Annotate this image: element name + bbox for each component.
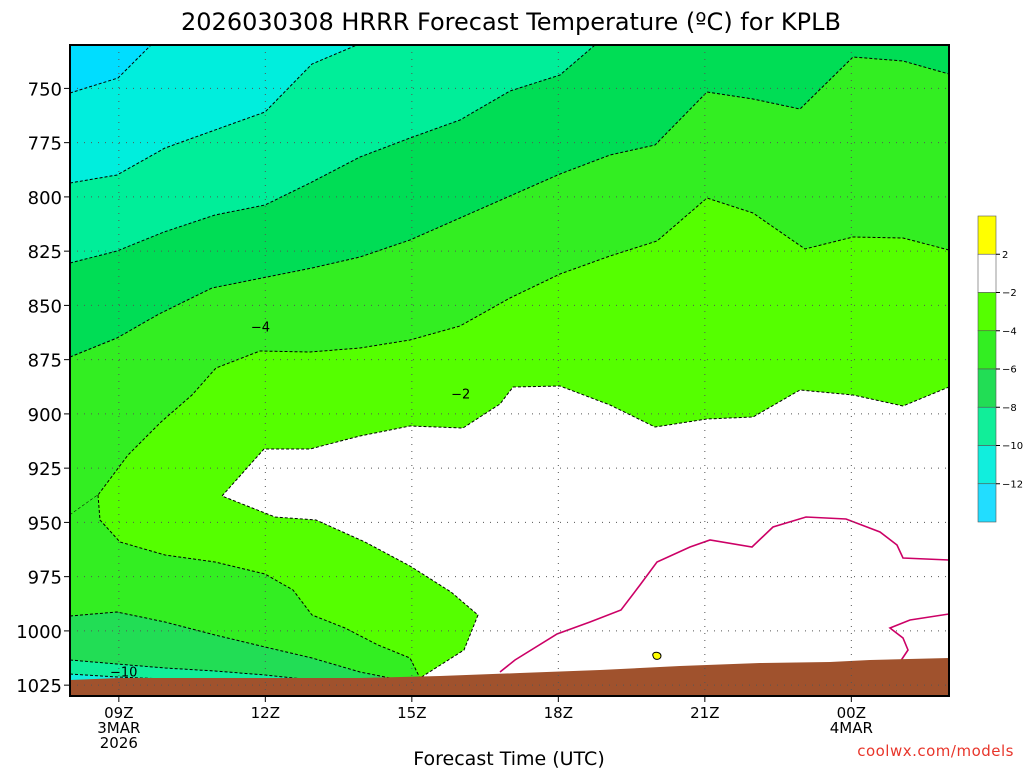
contour-labels: −4 −2 −10 [110, 320, 470, 680]
contour-minus4-lower [97, 494, 421, 679]
x-tick-label: 21Z [690, 704, 719, 722]
plot-frame [69, 44, 950, 697]
contour-minus2 [221, 385, 949, 696]
credit-text: coolwx.com/models [857, 742, 1014, 760]
x-tick-label: 2026 [100, 734, 138, 752]
freezing-line-2 [888, 613, 949, 666]
colorbar: 2 −2 −4 −6 −8 −10 −12 [977, 215, 1023, 523]
y-tick-label: 775 [28, 134, 62, 155]
colorbar-label: −8 [1002, 403, 1017, 414]
contour-label: −10 [110, 665, 137, 680]
y-tick-label: 825 [28, 242, 62, 263]
x-tick-label: 00Z [837, 704, 866, 722]
colorbar-swatch [977, 445, 997, 485]
colorbar-label: −4 [1002, 326, 1017, 337]
contour-minus8 [70, 45, 596, 264]
x-axis-label: Forecast Time (UTC) [413, 748, 604, 768]
band-gt-plus2-spot [652, 651, 662, 660]
colorbar-label: −12 [1002, 479, 1023, 490]
colorbar-swatch [977, 368, 997, 408]
y-tick-label: 900 [28, 405, 62, 426]
colorbar-label: −10 [1002, 441, 1023, 452]
colorbar-swatch [977, 215, 997, 255]
x-tick-label: 12Z [251, 704, 280, 722]
contour-label: −4 [251, 320, 270, 335]
contour-label: −2 [451, 388, 470, 403]
x-tick-label: 09Z [104, 704, 133, 722]
colorbar-swatch [977, 292, 997, 332]
x-tick-label: 3MAR [97, 719, 140, 737]
freezing-line [499, 516, 949, 673]
contour-minus6 [70, 56, 949, 358]
y-tick-label: 875 [28, 351, 62, 372]
y-axis: 750 775 800 825 850 875 900 925 950 975 1000 1025 [16, 79, 70, 697]
x-tick-label: 15Z [397, 704, 426, 722]
y-tick-label: 800 [28, 188, 62, 209]
contour-minus10 [70, 45, 358, 184]
colorbar-label: −6 [1002, 365, 1017, 376]
colorbar-label: −2 [1002, 288, 1017, 299]
y-tick-label: 850 [28, 296, 62, 317]
y-tick-label: 925 [28, 459, 62, 480]
y-tick-label: 1025 [16, 676, 62, 697]
y-tick-label: 975 [28, 568, 62, 589]
colorbar-swatch [977, 330, 997, 370]
chart-title: 2026030308 HRRR Forecast Temperature (ºC… [181, 8, 841, 36]
y-tick-label: 750 [28, 79, 62, 100]
colorbar-label: 2 [1002, 250, 1008, 261]
x-tick-label: 4MAR [830, 719, 873, 737]
contour-minus6-lower [70, 611, 411, 683]
colorbar-swatch [977, 253, 997, 293]
colorbar-swatch [977, 483, 997, 523]
band-minus2-to-plus2 [222, 386, 949, 696]
y-tick-label: 1000 [16, 622, 62, 643]
colorbar-swatch [977, 406, 997, 446]
y-tick-label: 950 [28, 513, 62, 534]
plot-area [70, 45, 949, 696]
terrain [70, 658, 949, 696]
x-tick-label: 18Z [544, 704, 573, 722]
contour-minus12 [70, 45, 152, 94]
